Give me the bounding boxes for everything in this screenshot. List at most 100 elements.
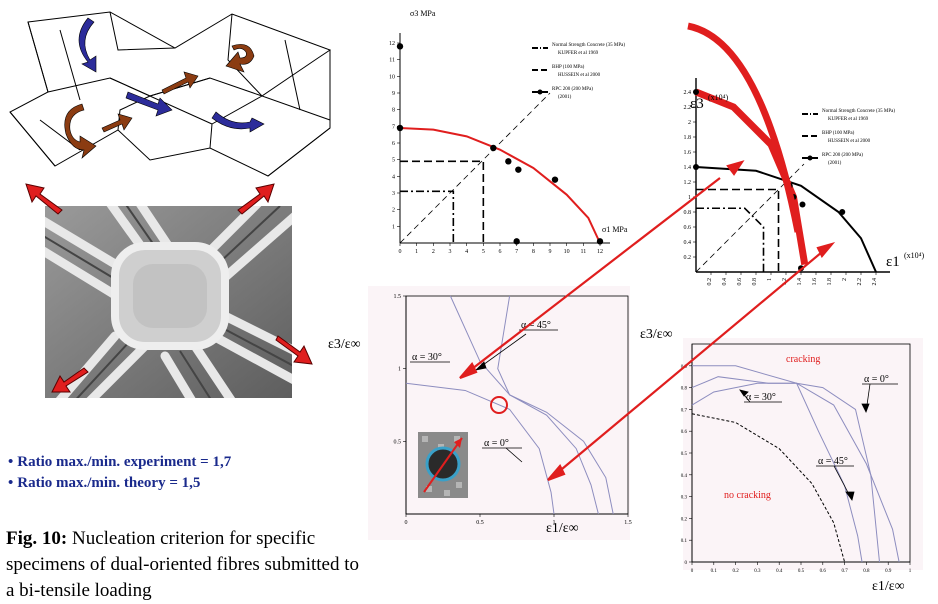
theory-right-ylabel: ε3/ε∞ <box>640 327 673 342</box>
y-tick-label: 1.8 <box>684 135 692 141</box>
data-point <box>505 158 512 165</box>
x-tick-label: 0.5 <box>476 520 484 526</box>
y-tick-label: 1 <box>398 367 401 373</box>
x-tick-label: 0.5 <box>798 569 805 574</box>
legend-sub: (2001) <box>558 95 572 100</box>
strain-ylabel-unit: (x10⁴) <box>708 93 728 102</box>
x-tick-label: 0.4 <box>776 569 783 574</box>
x-tick-label: 0.8 <box>863 569 870 574</box>
legend-sub: (2001) <box>828 161 842 166</box>
red-load-arrows <box>25 183 313 393</box>
data-point <box>693 164 699 170</box>
alpha-0-label: α = 0° <box>484 438 509 449</box>
legend-sub: HUSSEIN et al 2000 <box>558 73 601 78</box>
y-tick-label: 11 <box>389 58 395 64</box>
alpha-0-label-right: α = 0° <box>864 374 889 385</box>
legend-name: BHP (100 MPa) <box>822 131 855 136</box>
y-tick-label: 1.4 <box>684 165 692 171</box>
y-tick-label: 0.2 <box>681 517 688 522</box>
legend-name: Normal Strength Concrete (35 MPa) <box>552 43 625 48</box>
bullet-theory: • Ratio max./min. theory = 1,5 <box>8 475 201 491</box>
y-tick-label: 12 <box>389 41 395 47</box>
x-tick-label: 3 <box>449 249 452 255</box>
x-tick-label: 0.9 <box>885 569 892 574</box>
y-tick-label: 0.4 <box>681 474 688 479</box>
y-tick-label: 1.2 <box>684 180 692 186</box>
y-tick-label: 6 <box>392 141 395 147</box>
x-tick-label: 0.7 <box>841 569 848 574</box>
x-tick-label: 0.2 <box>732 569 739 574</box>
y-tick-label: 0.5 <box>681 452 688 457</box>
specimen-diagram <box>9 11 332 177</box>
stress-xlabel: σ1 MPa <box>602 225 628 234</box>
y-tick-label: 0.4 <box>684 240 692 246</box>
alpha-45-label-right: α = 45° <box>818 456 848 467</box>
x-tick-label: 8 <box>532 249 535 255</box>
figure-caption: Fig. 10: Nucleation criterion for specif… <box>6 526 366 604</box>
strain-xlabel: ε1 <box>886 254 900 270</box>
y-tick-label: 0.8 <box>681 387 688 392</box>
alpha-45-label: α = 45° <box>521 320 551 331</box>
series-line <box>400 160 485 243</box>
fibre-inset-image <box>418 432 468 498</box>
x-tick-label: 9 <box>549 249 552 255</box>
x-tick-label: 0.1 <box>711 569 718 574</box>
data-point <box>551 176 559 183</box>
y-tick-label: 5 <box>392 158 395 164</box>
x-tick-label: 1.8 <box>827 278 833 286</box>
y-tick-label: 0.1 <box>681 539 688 544</box>
x-tick-label: 1 <box>909 569 912 574</box>
data-point <box>693 89 699 95</box>
y-tick-label: 0.6 <box>684 225 692 231</box>
y-tick-label: 2 <box>688 120 691 126</box>
series-line <box>399 127 601 244</box>
series-line <box>405 382 555 515</box>
x-tick-label: 0.8 <box>752 278 758 286</box>
x-tick-label: 0.3 <box>754 569 761 574</box>
series-line <box>696 207 765 272</box>
series-line <box>691 413 846 563</box>
legend-name: RPC 200 (200 MPa) <box>552 87 593 92</box>
x-tick-label: 1.2 <box>782 278 788 286</box>
x-tick-label: 11 <box>580 249 586 255</box>
theory-left-xlabel: ε1/ε∞ <box>546 521 579 536</box>
bullet-experiment: • Ratio max./min. experiment = 1,7 <box>8 454 232 470</box>
x-tick-label: 1.4 <box>797 278 803 286</box>
x-tick-label: 1.5 <box>624 520 632 526</box>
x-tick-label: 2.4 <box>872 278 878 286</box>
legend-name: Normal Strength Concrete (35 MPa) <box>822 109 895 114</box>
legend-marker <box>807 155 813 161</box>
brown-push-arrows <box>101 71 199 133</box>
data-point <box>396 124 404 132</box>
y-tick-label: 1.5 <box>394 294 402 300</box>
x-tick-label: 0.4 <box>722 278 728 286</box>
y-tick-label: 2 <box>392 208 395 214</box>
x-tick-label: 1 <box>553 520 556 526</box>
data-point <box>396 43 404 50</box>
cracking-label: cracking <box>786 354 820 365</box>
data-point <box>799 201 806 208</box>
alpha-30-label: α = 30° <box>412 352 442 363</box>
x-tick-label: 0.6 <box>737 278 743 286</box>
theory-left-chart: 0 0.5 1 1.5 0.5 1 1.5 ε3/ε∞ ε1/ε∞ α = 30° α = … <box>328 294 632 536</box>
x-tick-label: 7 <box>515 249 518 255</box>
x-tick-label: 4 <box>465 249 468 255</box>
x-tick-label: 0 <box>691 569 694 574</box>
legend-name: RPC 200 (200 MPa) <box>822 153 863 158</box>
strain-ylabel: ε3 <box>690 96 704 112</box>
blue-push-arrow <box>125 91 265 133</box>
x-tick-label: 1.6 <box>812 278 818 286</box>
y-tick-label: 0.8 <box>684 210 692 216</box>
series-line <box>400 190 455 243</box>
legend-name: BHP (100 MPa) <box>552 65 585 70</box>
x-tick-label: 6 <box>499 249 502 255</box>
y-tick-label: 9 <box>392 91 395 97</box>
y-tick-label: 10 <box>389 74 395 80</box>
y-tick-label: 0.2 <box>684 255 692 261</box>
specimen-photo <box>45 206 292 398</box>
y-tick-label: 1.6 <box>684 150 692 156</box>
caption-label: Fig. 10: <box>6 528 68 549</box>
nucleation-point-marker <box>490 396 508 414</box>
y-tick-label: 0.6 <box>681 430 688 435</box>
brown-rotation-arrow <box>64 44 255 159</box>
